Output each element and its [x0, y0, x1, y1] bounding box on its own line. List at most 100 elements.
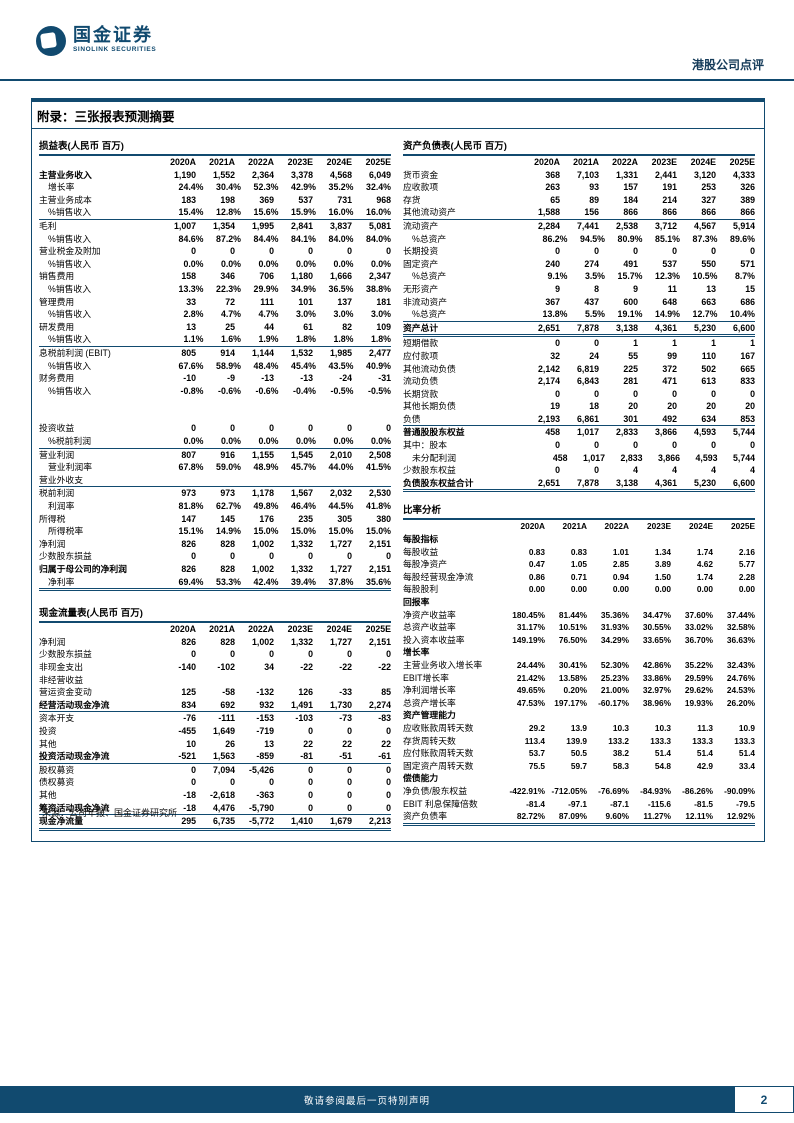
- cell-value: 49.8%: [253, 501, 279, 512]
- table-row: 其他 10 26 13 22 22 22: [39, 738, 391, 751]
- row-label: 净利润增长率: [403, 685, 456, 696]
- brand-name-en: SINOLINK SECURITIES: [73, 46, 157, 53]
- cell-value: 1,532: [290, 347, 313, 358]
- cell-value: 58.3: [612, 760, 629, 771]
- cell-value: -81.5: [694, 798, 713, 809]
- cell-value: 3,120: [693, 169, 716, 180]
- cell-value: 0: [191, 551, 196, 562]
- cell-value: 0.0%: [258, 436, 279, 447]
- cell-value: 15.7%: [617, 271, 643, 282]
- cell-value: -83: [378, 713, 391, 724]
- row-label: 资产管理能力: [403, 710, 456, 721]
- cell-value: 502: [701, 363, 716, 374]
- table-row: 净利率 69.4% 53.3% 42.4% 39.4% 37.8% 35.6%: [39, 576, 391, 592]
- cell-value: -363: [256, 789, 274, 800]
- cell-value: 1,552: [212, 169, 235, 180]
- cell-value: 13.3%: [178, 283, 204, 294]
- cell-value: 7,441: [576, 220, 599, 231]
- row-label: 每股指标: [403, 534, 439, 545]
- cell-value: -22: [378, 661, 391, 672]
- row-label: 主营业务收入增长率: [403, 659, 483, 670]
- cell-value: 137: [337, 296, 352, 307]
- year-header: 2021A: [573, 157, 599, 167]
- cell-value: -102: [217, 661, 235, 672]
- cell-value: 1,545: [290, 449, 313, 460]
- cell-value: 15.9%: [291, 207, 316, 218]
- cell-value: 3.0%: [333, 309, 354, 320]
- cell-value: 26: [225, 738, 235, 749]
- cell-value: 0: [269, 551, 274, 562]
- cell-value: 853: [740, 413, 755, 424]
- table-row: 偿债能力: [403, 772, 755, 785]
- cell-value: 5,744: [732, 427, 755, 438]
- table-year-header-row: 2020A 2021A 2022A 2023E 2024E 2025E: [403, 156, 755, 169]
- cell-value: 1.74: [696, 571, 713, 582]
- row-label: 债权募资: [39, 777, 75, 788]
- balance-sheet-table: 2020A 2021A 2022A 2023E 2024E 2025E 货币资金 368 7,1…: [403, 156, 755, 493]
- cell-value: -422.91%: [509, 785, 545, 796]
- cell-value: 2,477: [368, 347, 391, 358]
- cell-value: 5,744: [732, 452, 755, 463]
- row-label: 研发费用: [39, 321, 75, 332]
- cell-value: 133.3: [650, 735, 671, 746]
- cell-value: 1,180: [290, 271, 313, 282]
- row-label: %销售收入: [48, 207, 92, 218]
- cell-value: 1,730: [329, 699, 352, 710]
- cell-value: -18: [183, 802, 196, 813]
- cell-value: 5,914: [732, 220, 755, 231]
- row-label: 非流动资产: [403, 296, 447, 307]
- cell-value: 34: [264, 661, 274, 672]
- cell-value: 89.6%: [730, 233, 755, 244]
- table-row: 投入资本收益率 149.19% 76.50% 34.29% 33.65% 36.70% 36…: [403, 634, 755, 647]
- cell-value: -22: [339, 661, 352, 672]
- cell-value: 87.09%: [558, 811, 587, 822]
- table-row: 净利润 826 828 1,002 1,332 1,727 2,151: [39, 636, 391, 649]
- cell-value: 0: [555, 246, 560, 257]
- year-header: 2021A: [209, 157, 235, 167]
- table-row: 每股股利 0.00 0.00 0.00 0.00 0.00 0.00: [403, 583, 755, 596]
- cell-value: 24.53%: [726, 685, 755, 696]
- cell-value: 13: [186, 321, 196, 332]
- cell-value: 67.8%: [178, 462, 204, 473]
- cell-value: 826: [181, 636, 196, 647]
- table-row: 非经营收益: [39, 674, 391, 687]
- row-label: %销售收入: [48, 385, 92, 396]
- cell-value: 34.9%: [291, 283, 316, 294]
- cell-value: 1: [633, 338, 638, 349]
- cell-value: 0: [191, 423, 196, 434]
- cell-value: 1: [711, 338, 716, 349]
- cell-value: -60.17%: [598, 697, 629, 708]
- cell-value: -521: [178, 751, 196, 762]
- table-row: %销售收入 67.6% 58.9% 48.4% 45.4% 43.5% 40.9%: [39, 360, 391, 373]
- cell-value: 4,361: [654, 477, 677, 488]
- cell-value: 0: [711, 388, 716, 399]
- cell-value: 20: [745, 401, 755, 412]
- cell-value: 1.8%: [333, 334, 354, 345]
- cell-value: 1,410: [290, 816, 313, 827]
- row-label: 筹资活动现金净流: [39, 802, 110, 813]
- cell-value: 437: [584, 296, 599, 307]
- cell-value: 600: [623, 296, 638, 307]
- year-header: 2022A: [604, 521, 629, 532]
- row-label: 财务费用: [39, 373, 75, 384]
- cell-value: 10.9: [738, 722, 755, 733]
- cell-value: 0.0%: [258, 258, 279, 269]
- cell-value: 16.0%: [328, 207, 354, 218]
- cell-value: 326: [740, 182, 755, 193]
- row-label: 主营业务收入: [39, 169, 92, 180]
- cell-value: 0: [594, 440, 599, 451]
- table-row: 投资 -455 1,649 -719 0 0 0: [39, 725, 391, 738]
- cell-value: 0.0%: [333, 436, 354, 447]
- table-row: 固定资产 240 274 491 537 550 571: [403, 258, 755, 271]
- row-label: 应收款项: [403, 182, 439, 193]
- cell-value: 32.97%: [642, 685, 671, 696]
- cell-value: 34.29%: [600, 634, 629, 645]
- cell-value: 0: [711, 440, 716, 451]
- table-row: 短期借款 0 0 1 1 1 1: [403, 337, 755, 350]
- cell-value: 31.17%: [516, 622, 545, 633]
- left-column: 损益表(人民币 百万) 2020A 2021A 2022A 2023E 2024E 202…: [39, 136, 391, 831]
- row-label: 其他: [39, 738, 57, 749]
- cell-value: 12.3%: [655, 271, 680, 282]
- row-label: 投资活动现金净流: [39, 751, 110, 762]
- cell-value: 2,538: [615, 220, 638, 231]
